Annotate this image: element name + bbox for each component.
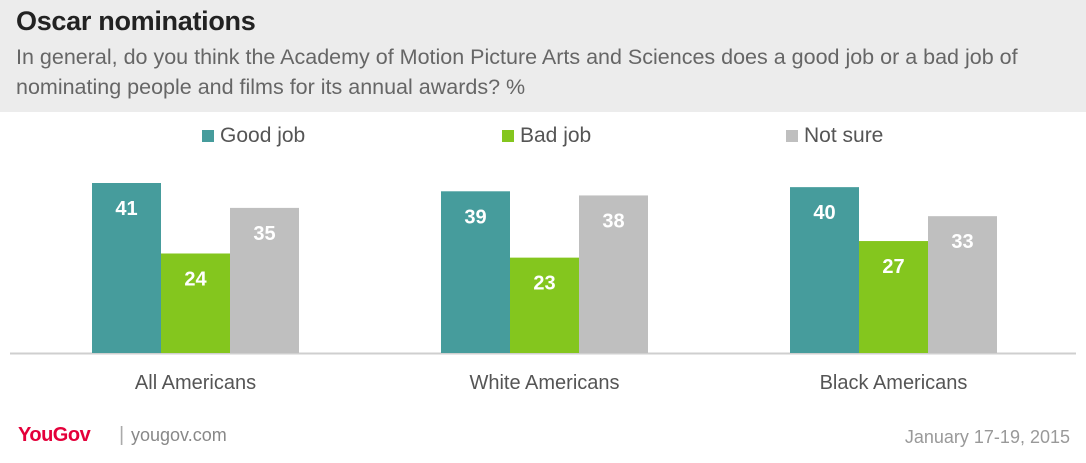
- category-label-all-americans: All Americans: [135, 372, 256, 394]
- data-label-bad-job-all-americans: 24: [184, 268, 207, 290]
- bar-not-sure-all-americans: [230, 207, 299, 353]
- data-label-not-sure-all-americans: 35: [253, 223, 275, 245]
- bar-bad-job-all-americans: [161, 253, 230, 353]
- bar-good-job-all-americans: [92, 183, 161, 353]
- legend-swatch-good-job: [202, 130, 214, 142]
- chart-subtitle: In general, do you think the Academy of …: [16, 45, 1018, 99]
- data-label-good-job-black-americans: 40: [813, 202, 835, 224]
- data-label-not-sure-white-americans: 38: [602, 210, 624, 232]
- legend-item-bad-job: Bad job: [502, 124, 591, 148]
- legend-swatch-not-sure: [786, 130, 798, 142]
- bar-good-job-white-americans: [441, 191, 510, 353]
- footer-separator: |: [119, 424, 125, 446]
- legend-swatch-bad-job: [502, 130, 514, 142]
- data-label-bad-job-white-americans: 23: [533, 273, 555, 295]
- chart-title: Oscar nominations: [16, 6, 256, 36]
- data-label-not-sure-black-americans: 33: [951, 231, 973, 253]
- bar-bad-job-black-americans: [859, 241, 928, 353]
- legend-label-good-job: Good job: [220, 124, 306, 147]
- legend: Good job Bad job Not sure: [0, 124, 1086, 154]
- legend-item-good-job: Good job: [202, 124, 305, 148]
- legend-label-not-sure: Not sure: [804, 124, 884, 147]
- yougov-logo: YouGov: [18, 424, 91, 446]
- bar-bad-job-white-americans: [510, 257, 579, 353]
- data-label-good-job-all-americans: 41: [115, 198, 137, 220]
- bar-not-sure-white-americans: [579, 195, 648, 353]
- bar-not-sure-black-americans: [928, 216, 997, 353]
- header-band: Oscar nominations In general, do you thi…: [0, 0, 1086, 112]
- category-label-black-americans: Black Americans: [820, 372, 968, 394]
- footer-url: yougov.com: [131, 425, 227, 445]
- data-label-good-job-white-americans: 39: [464, 206, 486, 228]
- data-label-bad-job-black-americans: 27: [882, 256, 904, 278]
- legend-item-not-sure: Not sure: [786, 124, 883, 148]
- bar-good-job-black-americans: [790, 187, 859, 353]
- legend-label-bad-job: Bad job: [520, 124, 592, 147]
- category-label-white-americans: White Americans: [469, 372, 619, 394]
- survey-date: January 17-19, 2015: [904, 427, 1070, 447]
